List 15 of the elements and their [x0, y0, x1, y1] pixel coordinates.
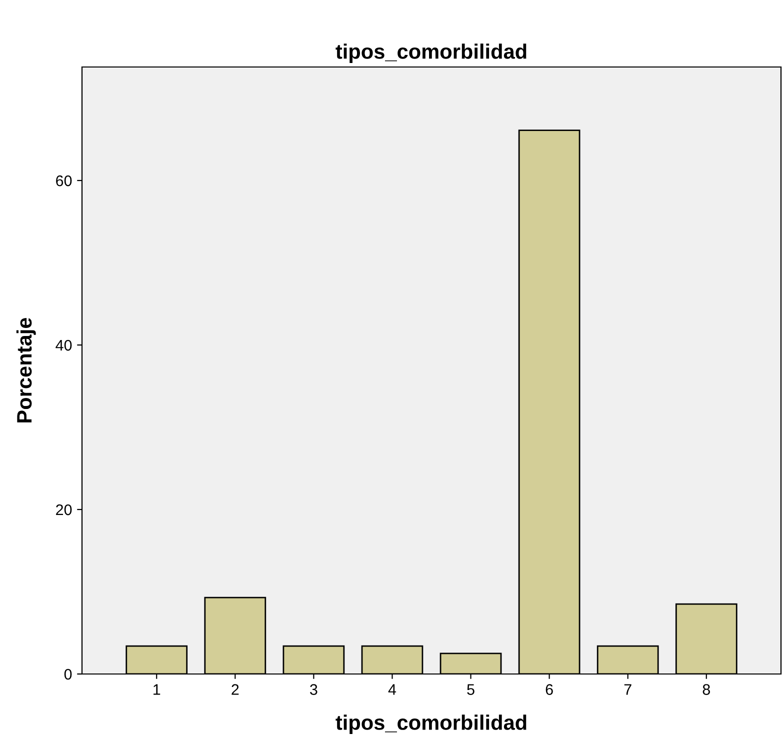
chart-title: tipos_comorbilidad — [336, 44, 526, 63]
x-tick-label: 5 — [467, 684, 474, 695]
x-tick-label: 2 — [232, 684, 239, 695]
y-tick-label: 60 — [56, 175, 72, 186]
x-tick-label: 7 — [624, 684, 632, 695]
x-tick-label: 4 — [388, 684, 396, 695]
x-axis-title: tipos_comorbilidad — [336, 714, 526, 734]
y-tick-label: 0 — [64, 668, 72, 680]
x-tick-label: 1 — [154, 684, 160, 695]
x-tick-label: 3 — [310, 684, 318, 695]
y-axis-title: Porcentaje — [16, 318, 36, 422]
y-tick-label: 20 — [56, 504, 72, 516]
x-tick-label: 6 — [546, 684, 553, 695]
x-tick-label: 8 — [702, 684, 710, 695]
y-tick-label: 40 — [56, 340, 72, 351]
